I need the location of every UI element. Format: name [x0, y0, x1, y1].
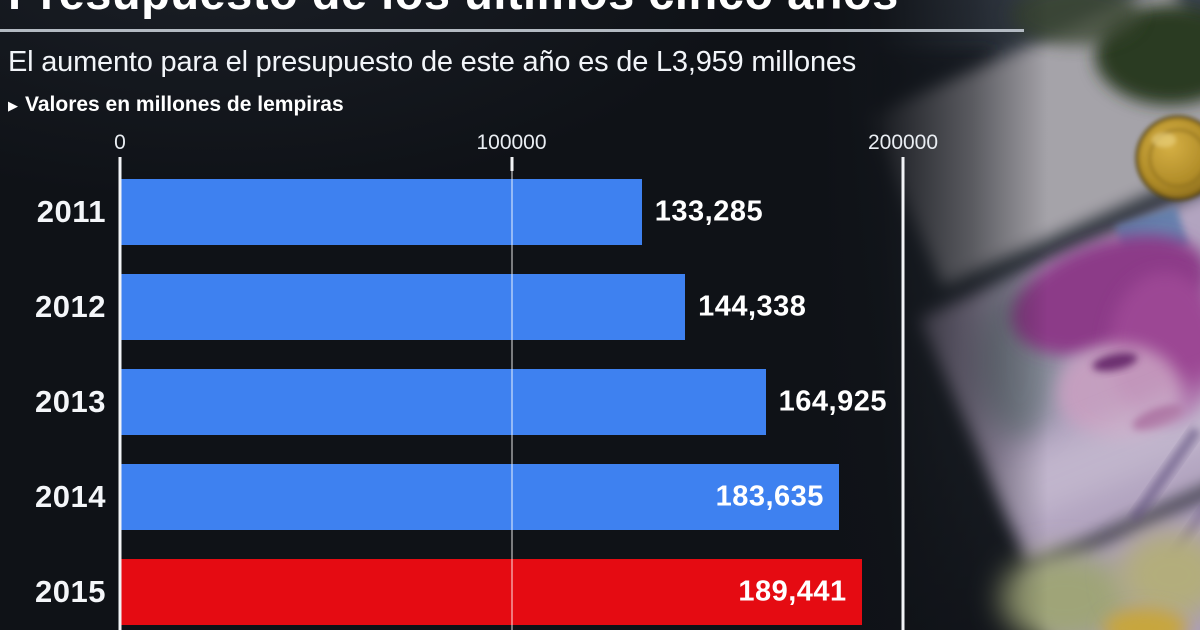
gridline: [901, 157, 905, 630]
bullet-triangle-icon: ▶: [8, 98, 18, 113]
x-tick-mark: [510, 157, 513, 171]
year-label: 2011: [36, 194, 106, 229]
x-tick-mark: [901, 157, 905, 171]
bar: [120, 179, 642, 245]
chart-row: 2012 144,338: [35, 274, 903, 340]
chart-row: 2011 133,285: [37, 179, 903, 245]
x-tick-label: 100000: [476, 131, 547, 154]
bar-chart-plot: 0 100000 200000 2011 133,285 2012 144,338 2013 1…: [35, 131, 938, 630]
page-title: Presupuesto de los últimos cinco años: [8, 0, 899, 16]
year-label: 2012: [35, 289, 106, 324]
bar: [120, 369, 766, 435]
chart-row: 2014 183,635: [35, 464, 903, 530]
year-label: 2014: [35, 479, 106, 514]
money-photo: [820, 0, 1200, 630]
units-note-text: Valores en millones de lempiras: [25, 93, 344, 116]
x-tick-mark: [118, 157, 122, 171]
chart-row: 2015 189,441: [35, 559, 903, 625]
x-tick-label: 200000: [867, 131, 939, 154]
units-note: ▶ Valores en millones de lempiras: [8, 93, 344, 117]
value-label: 164,925: [778, 385, 887, 418]
gridline: [510, 157, 513, 630]
value-label: 189,441: [738, 575, 847, 608]
title-divider: [0, 29, 1024, 32]
chart-row: 2013 164,925: [35, 369, 903, 435]
value-label: 144,338: [698, 290, 807, 323]
bar: [120, 274, 686, 340]
year-label: 2013: [35, 384, 106, 419]
bar-highlight: 189,441: [120, 559, 862, 625]
chart-subtitle: El aumento para el presupuesto de este a…: [8, 46, 857, 78]
value-label: 183,635: [715, 480, 824, 513]
x-tick-label: 0: [114, 131, 126, 154]
bar: 183,635: [120, 464, 839, 530]
year-label: 2015: [35, 574, 106, 609]
value-label: 133,285: [654, 195, 764, 228]
y-axis-line: [118, 157, 122, 630]
